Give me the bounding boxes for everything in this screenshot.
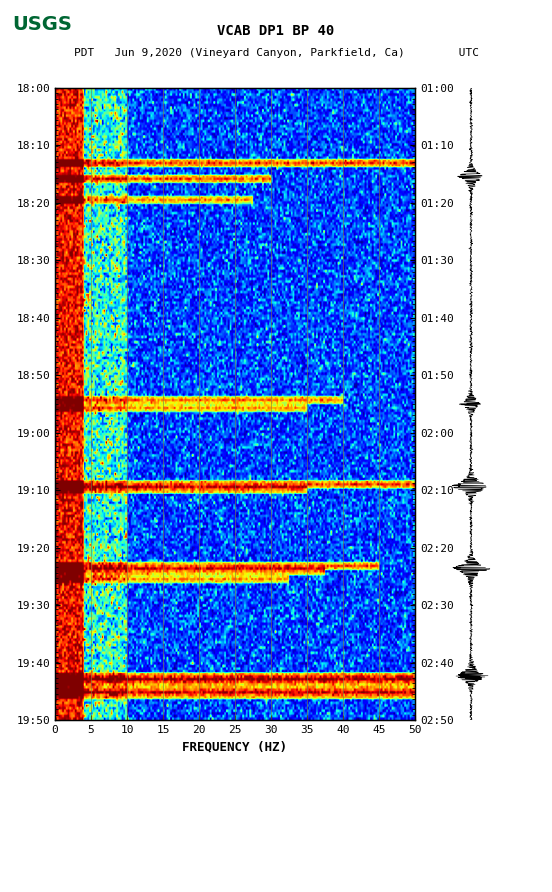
Text: VCAB DP1 BP 40: VCAB DP1 BP 40 (217, 24, 335, 38)
Text: PDT   Jun 9,2020 (Vineyard Canyon, Parkfield, Ca)        UTC: PDT Jun 9,2020 (Vineyard Canyon, Parkfie… (73, 48, 479, 58)
Text: USGS: USGS (12, 15, 72, 35)
X-axis label: FREQUENCY (HZ): FREQUENCY (HZ) (183, 740, 288, 754)
